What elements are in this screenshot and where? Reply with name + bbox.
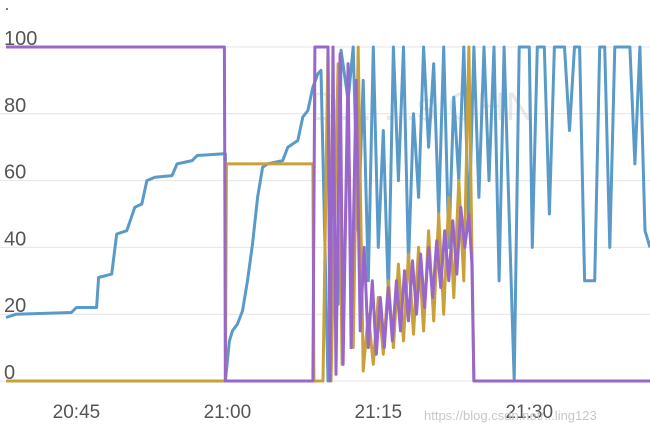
x-tick-label: 21:30 xyxy=(505,402,553,423)
y-tick-label: 60 xyxy=(4,162,26,184)
y-tick-label: 0 xyxy=(4,362,15,384)
x-tick-label: 21:00 xyxy=(204,402,252,423)
series-lines xyxy=(5,45,650,383)
x-tick-label: 20:45 xyxy=(53,402,101,423)
series-line-0 xyxy=(5,45,650,383)
corner-dot xyxy=(6,8,8,10)
y-tick-label: 100 xyxy=(4,28,37,50)
y-axis-ticks: 0 20 40 60 80 100 xyxy=(4,28,37,384)
y-tick-label: 80 xyxy=(4,95,26,117)
series-line-2 xyxy=(6,45,650,383)
x-tick-label: 21:15 xyxy=(355,402,403,423)
y-tick-label: 40 xyxy=(4,228,26,250)
x-axis-ticks: 20:45 21:00 21:15 21:30 xyxy=(53,402,553,423)
y-tick-label: 20 xyxy=(4,295,26,317)
source-credit: https://blog.csdn.net/...ling123 xyxy=(424,408,597,423)
